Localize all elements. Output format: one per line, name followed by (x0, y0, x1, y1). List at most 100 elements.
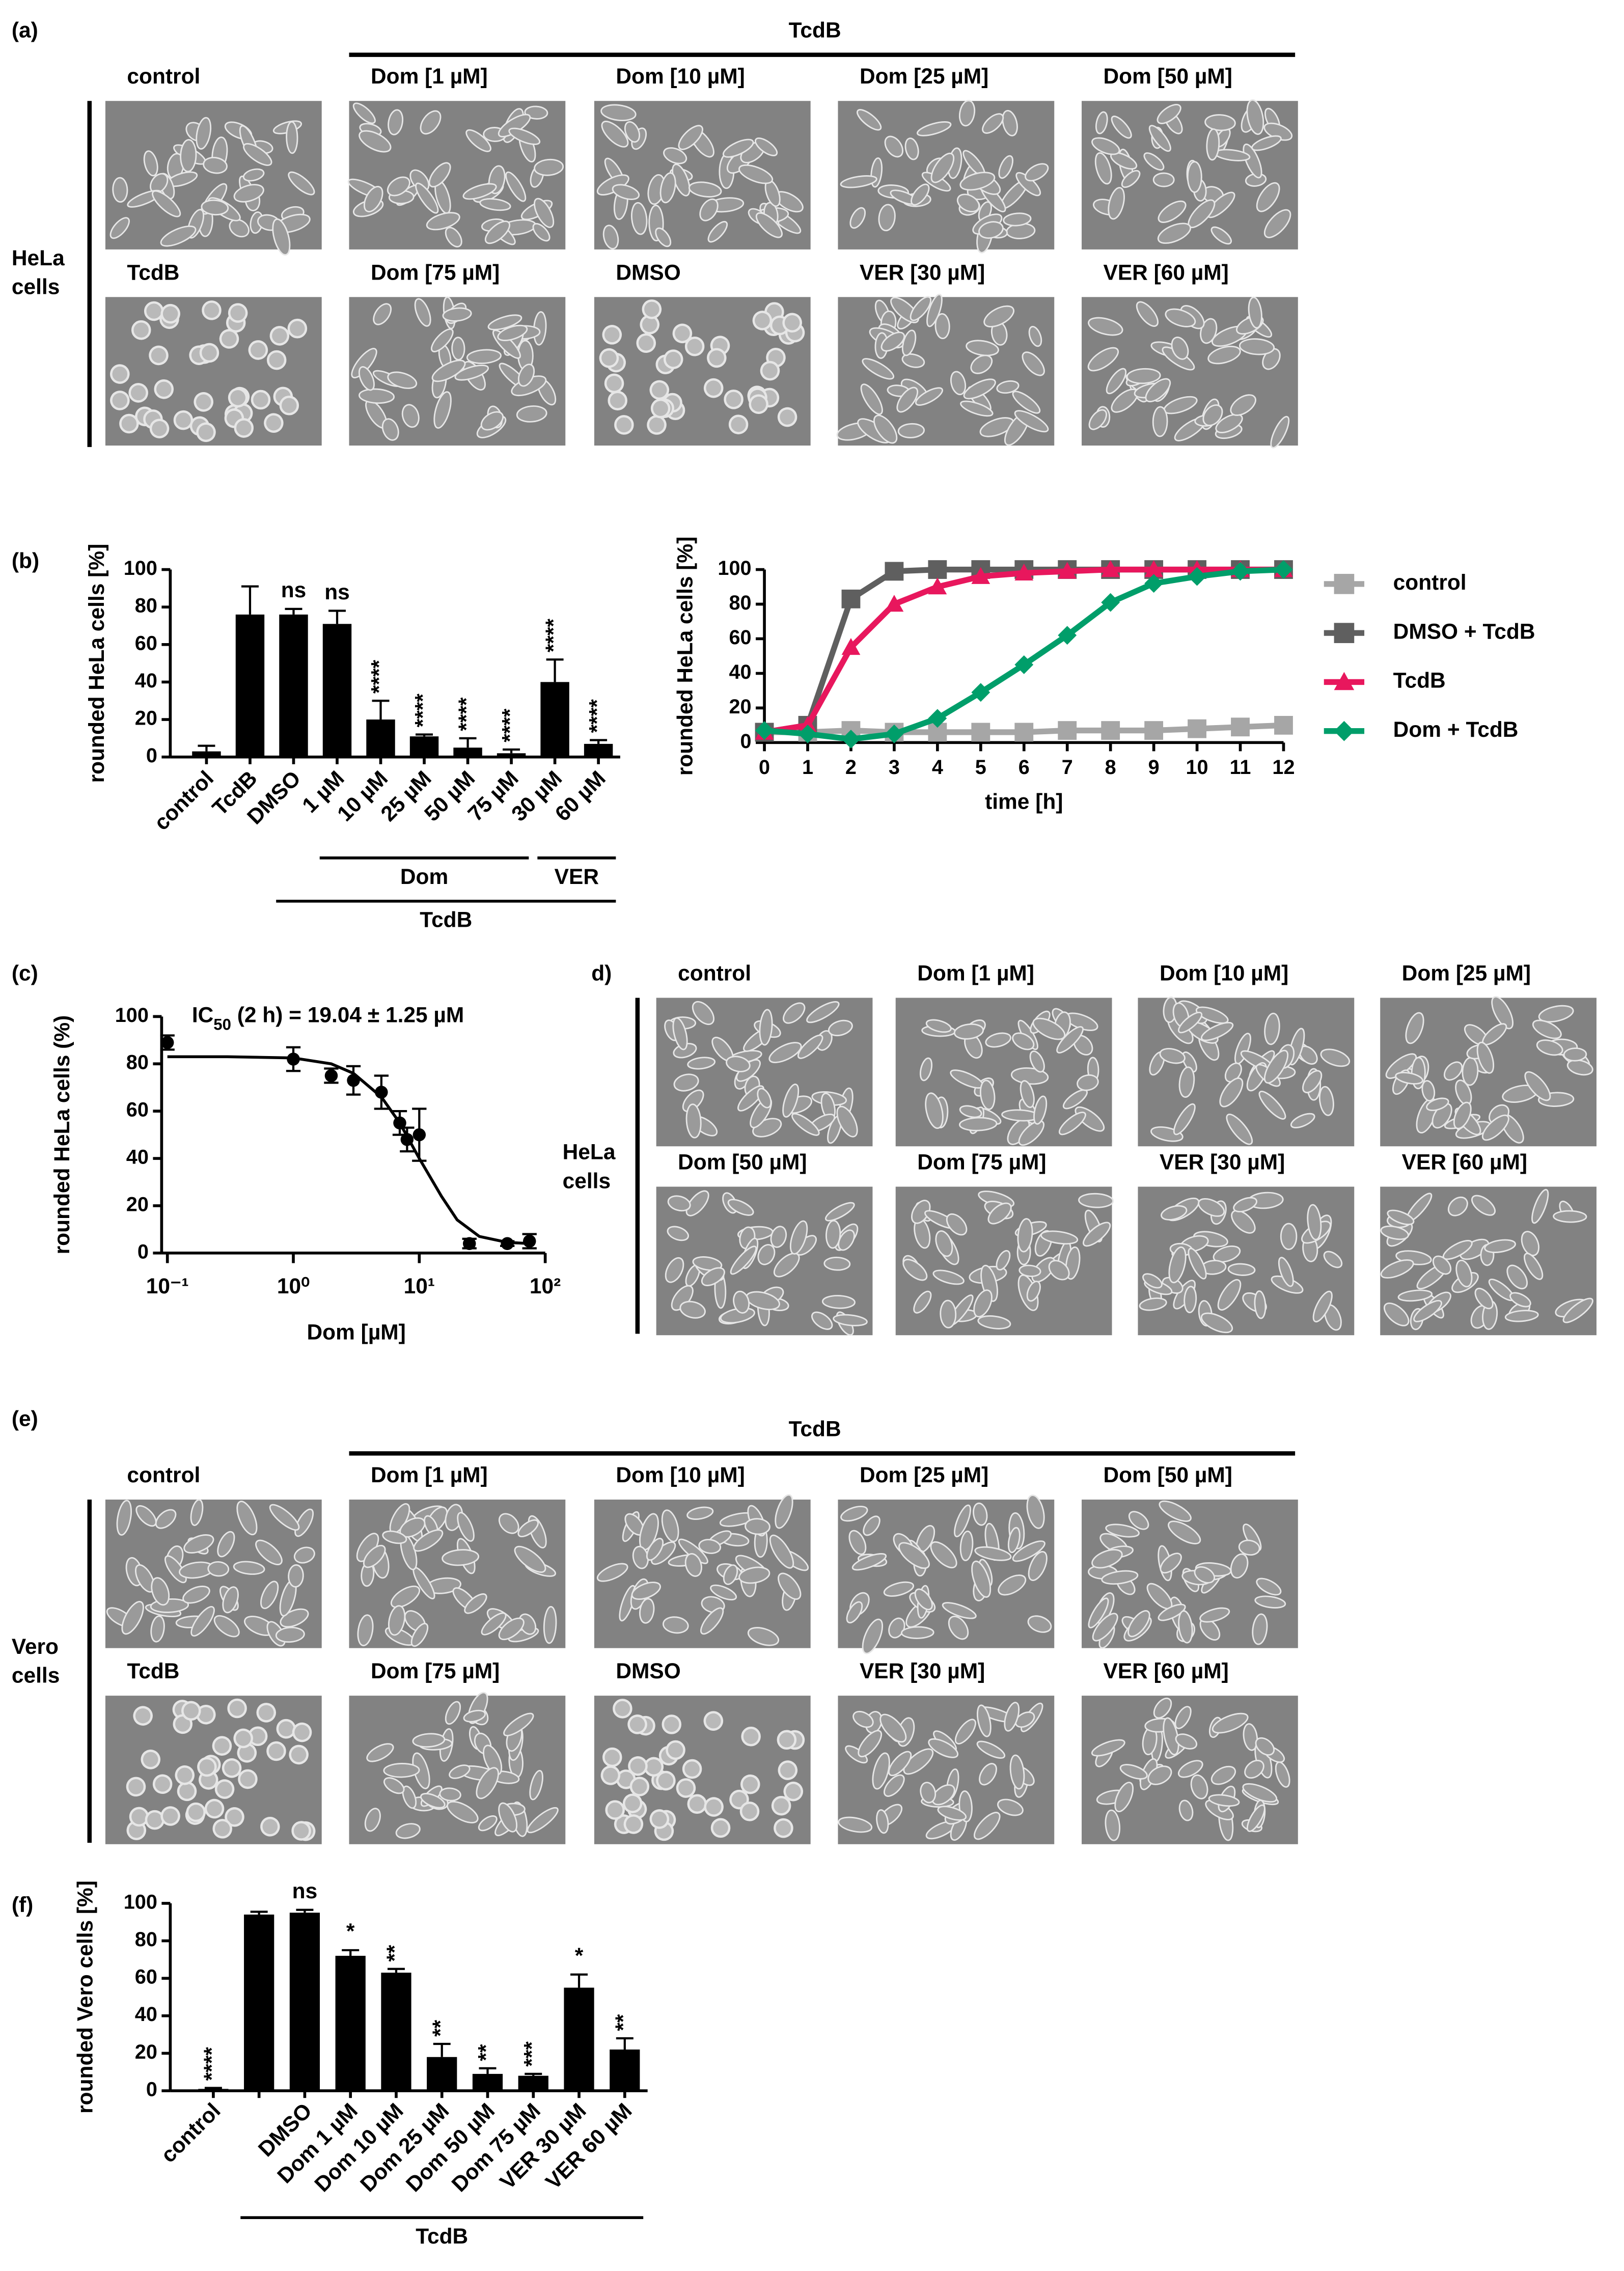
cell (1256, 1577, 1282, 1596)
x-tick-label: 4 (932, 756, 943, 779)
cell-layer (665, 1190, 868, 1336)
cell (173, 410, 194, 430)
cell (214, 1779, 235, 1799)
cell (145, 1810, 165, 1830)
cell (1088, 317, 1123, 336)
cell (1405, 1012, 1424, 1044)
cell (1230, 1553, 1249, 1579)
cell (517, 1519, 539, 1537)
cell (1224, 1062, 1242, 1083)
cell (1242, 1783, 1278, 1803)
cell (228, 387, 248, 408)
image-title: Dom [10 µM] (1160, 961, 1288, 985)
cell (190, 1606, 215, 1637)
cell (1524, 1071, 1551, 1101)
image-title: Dom [1 µM] (917, 961, 1034, 985)
cell-layer (1087, 296, 1290, 449)
cell (431, 359, 466, 382)
cell (1161, 1205, 1188, 1221)
cell (1091, 1549, 1123, 1569)
cell (463, 1709, 486, 1723)
cell (1159, 1500, 1192, 1522)
cell (1432, 1255, 1452, 1275)
cell (1264, 1012, 1280, 1045)
cell (998, 1574, 1027, 1596)
cell (977, 1315, 1011, 1330)
cell (199, 343, 219, 363)
cell (1270, 416, 1290, 449)
cell (1206, 128, 1220, 161)
cell (415, 182, 439, 214)
x-tick-label: 5 (975, 756, 986, 779)
cell (1238, 338, 1275, 355)
y-tick-label: 40 (135, 2003, 157, 2026)
cell (862, 1618, 884, 1654)
cell (1254, 1290, 1267, 1319)
cell (858, 1730, 883, 1758)
point (1188, 719, 1206, 738)
cell (879, 1713, 907, 1743)
cell (613, 1699, 632, 1719)
cell (529, 1769, 543, 1801)
cell (484, 220, 511, 244)
cell (420, 110, 442, 135)
cell (203, 156, 228, 174)
cell (517, 364, 535, 387)
cell (917, 121, 952, 136)
cell (212, 1736, 232, 1756)
point (1144, 721, 1164, 740)
cell (974, 1546, 1012, 1561)
cell (149, 345, 169, 366)
x-tick-label: 8 (1105, 756, 1116, 779)
cell (1210, 226, 1232, 245)
point (522, 1234, 536, 1248)
cell (242, 168, 265, 182)
cell (109, 217, 130, 239)
cell (131, 320, 151, 340)
image-title: Dom [1 µM] (371, 1463, 488, 1487)
cell (1201, 1021, 1234, 1041)
cell (151, 1577, 170, 1606)
y-axis-label: rounded HeLa cells [%] (85, 544, 108, 783)
cell (1058, 1112, 1086, 1136)
cell (851, 1553, 887, 1571)
cell (979, 1079, 996, 1110)
y-tick-label: 80 (729, 592, 751, 614)
cell (1095, 111, 1108, 134)
cell (1017, 1218, 1033, 1253)
point (347, 1074, 360, 1087)
cell (1020, 1080, 1035, 1109)
y-tick-label: 80 (126, 1051, 149, 1074)
cell (1244, 1760, 1264, 1779)
cell (958, 100, 976, 127)
point (971, 567, 990, 584)
cell (1195, 1006, 1229, 1024)
cell (1204, 114, 1236, 131)
significance: ns (281, 578, 307, 602)
cell (662, 1714, 681, 1734)
cell (1002, 109, 1018, 136)
cell (1200, 1312, 1233, 1334)
cell (498, 1617, 525, 1641)
cell (840, 175, 877, 188)
bar (453, 747, 482, 757)
cell (269, 326, 290, 346)
cell (1217, 1279, 1242, 1311)
cell (1442, 1240, 1473, 1260)
cell-layer (351, 296, 557, 441)
cell (1171, 337, 1189, 360)
cell (160, 1806, 180, 1826)
cell (222, 1586, 239, 1614)
cell (1168, 1520, 1201, 1544)
x-tick-label: 0 (759, 756, 770, 779)
significance: * (575, 1944, 584, 1968)
cell (135, 1505, 157, 1527)
cell-layer (664, 1001, 858, 1144)
bar (540, 682, 569, 757)
cell (602, 325, 622, 345)
cell (738, 1566, 770, 1584)
image-title: TcdB (127, 260, 179, 284)
cell (676, 1778, 696, 1798)
cell (897, 423, 925, 438)
cell (292, 1722, 312, 1742)
